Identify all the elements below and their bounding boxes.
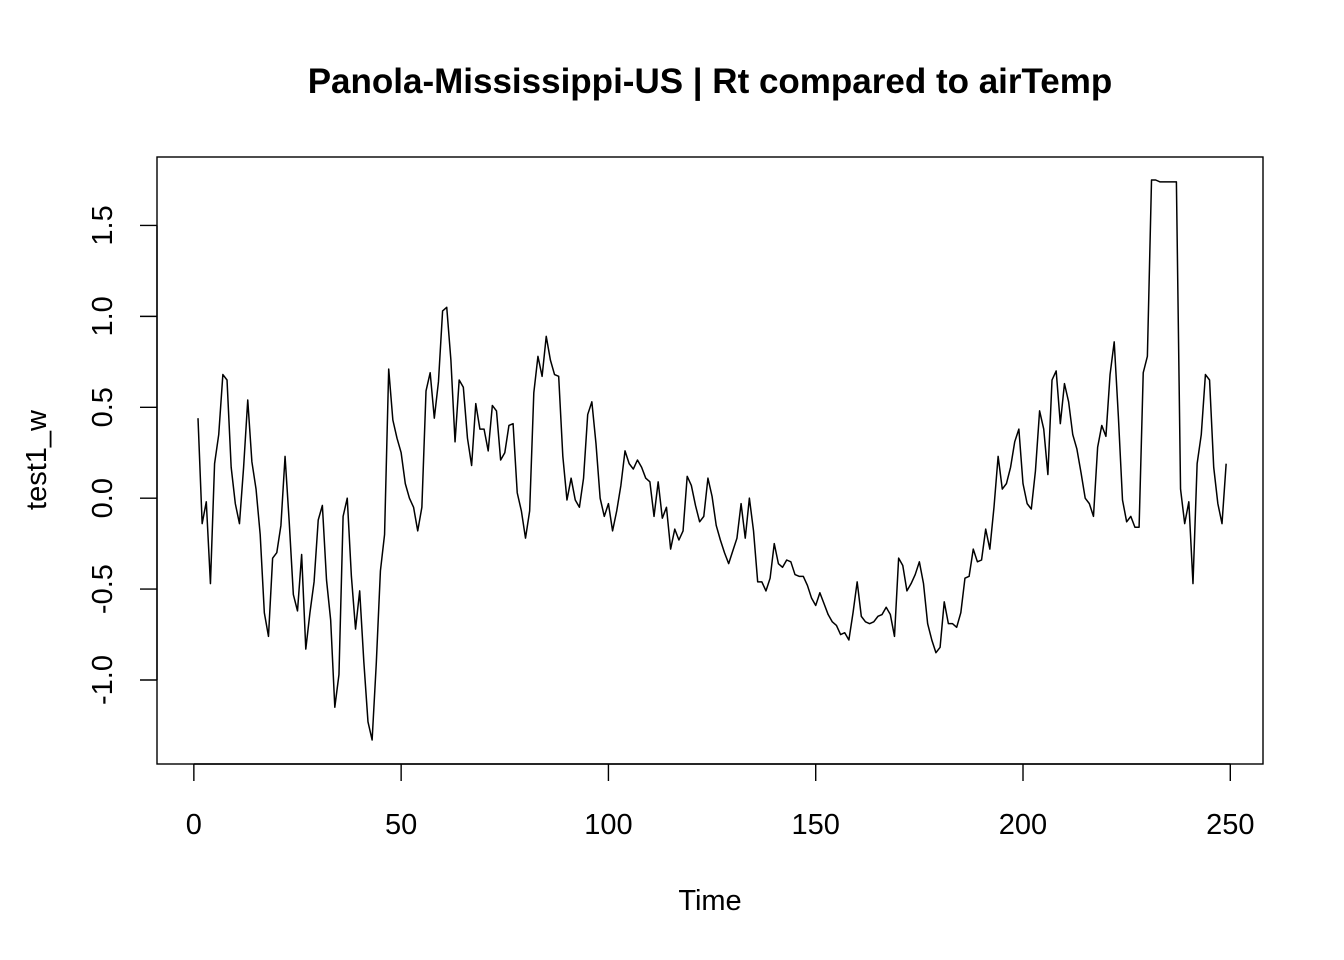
y-tick-label: 1.0 xyxy=(87,296,119,336)
series-line xyxy=(197,179,1227,741)
y-tick-label: -0.5 xyxy=(87,564,119,614)
y-axis-label: test1_w xyxy=(21,409,53,510)
y-tick-label: 0.0 xyxy=(87,478,119,518)
y-tick-label: -1.0 xyxy=(87,655,119,705)
x-tick-label: 150 xyxy=(792,809,840,841)
x-axis: 0 50 100 150 200 250 xyxy=(186,763,1254,841)
y-axis: -1.0 -0.5 0.0 0.5 1.0 1.5 xyxy=(87,205,158,705)
x-tick-label: 50 xyxy=(385,809,417,841)
x-tick-label: 200 xyxy=(999,809,1047,841)
data-points xyxy=(198,180,1226,740)
x-axis-label: Time xyxy=(678,885,741,917)
x-tick-label: 100 xyxy=(584,809,632,841)
y-tick-label: 1.5 xyxy=(87,205,119,245)
y-tick-label: 0.5 xyxy=(87,387,119,427)
chart-title: Panola-Mississippi-US | Rt compared to a… xyxy=(308,62,1113,101)
x-tick-label: 0 xyxy=(186,809,202,841)
x-tick-label: 250 xyxy=(1206,809,1254,841)
